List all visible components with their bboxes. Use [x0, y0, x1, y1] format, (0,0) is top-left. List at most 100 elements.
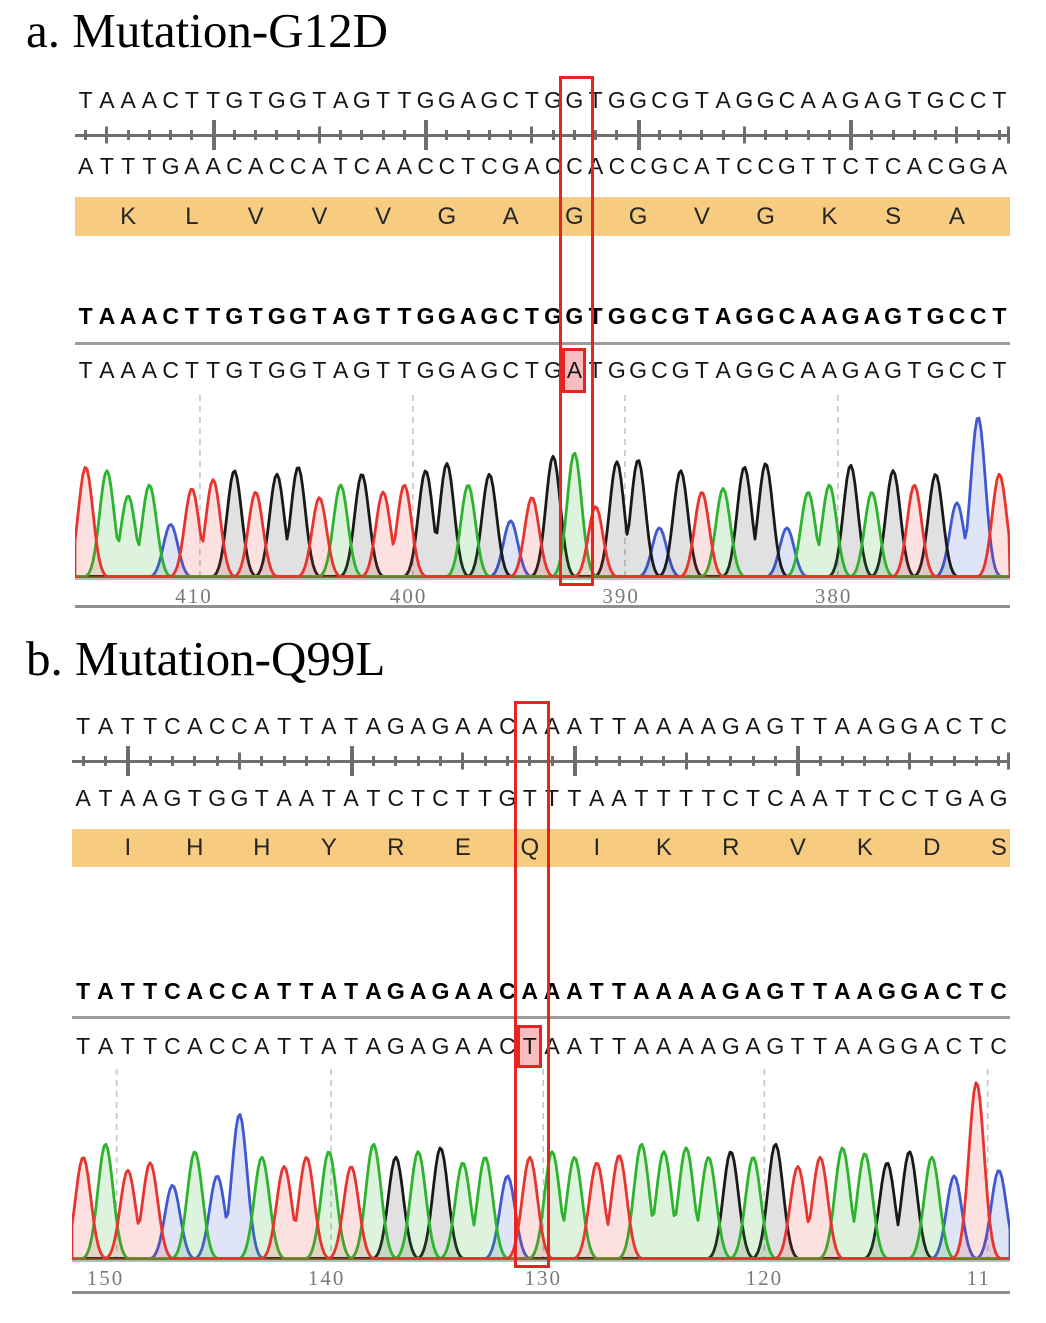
ruler-end-tick	[1007, 752, 1010, 770]
base: C	[990, 1033, 1007, 1059]
base: A	[321, 713, 337, 739]
base: G	[900, 978, 919, 1004]
base: A	[744, 978, 762, 1004]
base: G	[878, 1033, 896, 1059]
base: T	[248, 87, 263, 113]
base: T	[716, 153, 731, 179]
base: G	[756, 87, 775, 113]
ruler-tick	[339, 130, 343, 140]
base: A	[700, 713, 717, 739]
amino-acid: V	[693, 203, 710, 230]
amino-acid: G	[437, 203, 457, 230]
ruler-line	[75, 133, 1010, 137]
base: A	[332, 87, 349, 113]
base: A	[119, 303, 137, 329]
ruler-tick	[282, 756, 286, 766]
base: A	[968, 785, 984, 811]
ruler-tick	[528, 756, 532, 766]
amino-acid: G	[756, 203, 775, 230]
base: A	[633, 1033, 650, 1059]
ruler-tick	[863, 756, 867, 766]
amino-acid: V	[311, 203, 328, 230]
base: A	[522, 713, 538, 739]
base: G	[756, 357, 775, 383]
ruler-tick	[349, 746, 354, 776]
base: G	[289, 357, 308, 383]
base: A	[97, 1033, 114, 1059]
base: A	[800, 357, 816, 383]
base: A	[906, 153, 923, 179]
base: T	[397, 357, 412, 383]
base: T	[588, 357, 603, 383]
base: C	[162, 303, 179, 329]
ruler-tick	[908, 752, 911, 770]
base: G	[431, 1033, 450, 1059]
ruler-tick	[955, 126, 959, 144]
base: G	[437, 357, 456, 383]
base: T	[411, 785, 426, 811]
base: T	[184, 303, 199, 329]
base: C	[502, 357, 519, 383]
ruler-tick	[104, 756, 107, 766]
ruler-tick	[707, 756, 710, 766]
base: C	[387, 785, 405, 811]
base: G	[721, 713, 740, 739]
base: A	[141, 357, 158, 383]
base: G	[544, 303, 563, 329]
base: C	[608, 153, 626, 179]
base: C	[629, 153, 647, 179]
base: T	[299, 978, 314, 1004]
base: G	[671, 87, 690, 113]
base: A	[923, 1033, 940, 1059]
base: T	[907, 303, 922, 329]
base: C	[722, 785, 739, 811]
amino-acid: G	[565, 203, 584, 230]
base: A	[544, 1033, 560, 1059]
base: G	[230, 785, 249, 811]
base: A	[694, 153, 710, 179]
base: G	[267, 87, 286, 113]
base: T	[76, 1033, 91, 1059]
base: T	[745, 785, 761, 811]
ruler-tick	[169, 130, 173, 140]
base: G	[947, 153, 966, 179]
base: T	[78, 303, 93, 329]
base: T	[366, 785, 381, 811]
base: A	[633, 978, 650, 1004]
base: G	[766, 713, 785, 739]
base: G	[900, 713, 919, 739]
base: T	[589, 1033, 604, 1059]
axis-tick-label: 150	[86, 1266, 125, 1290]
base: G	[878, 713, 896, 739]
base: A	[455, 713, 471, 739]
base: A	[678, 1033, 694, 1059]
base: T	[478, 785, 493, 811]
base: A	[365, 713, 382, 739]
base: A	[923, 713, 940, 739]
base: A	[566, 357, 583, 383]
base: A	[800, 87, 816, 113]
base: G	[480, 303, 499, 329]
base: A	[141, 87, 158, 113]
base: G	[544, 357, 563, 383]
base: T	[277, 1033, 292, 1059]
base: A	[587, 153, 604, 179]
base: C	[878, 785, 896, 811]
ruler-tick	[729, 756, 733, 766]
panel-b-title: b. Mutation-Q99L	[26, 631, 386, 686]
base: G	[544, 87, 563, 113]
base: C	[969, 87, 987, 113]
base: T	[78, 357, 93, 383]
sequence-ruler	[75, 118, 1010, 152]
base: C	[945, 713, 963, 739]
base: T	[612, 978, 627, 1004]
base: A	[396, 153, 413, 179]
base: T	[992, 87, 1007, 113]
ruler-tick	[764, 130, 768, 140]
base: G	[766, 978, 785, 1004]
ruler-line	[72, 759, 1010, 763]
base: T	[588, 303, 603, 329]
